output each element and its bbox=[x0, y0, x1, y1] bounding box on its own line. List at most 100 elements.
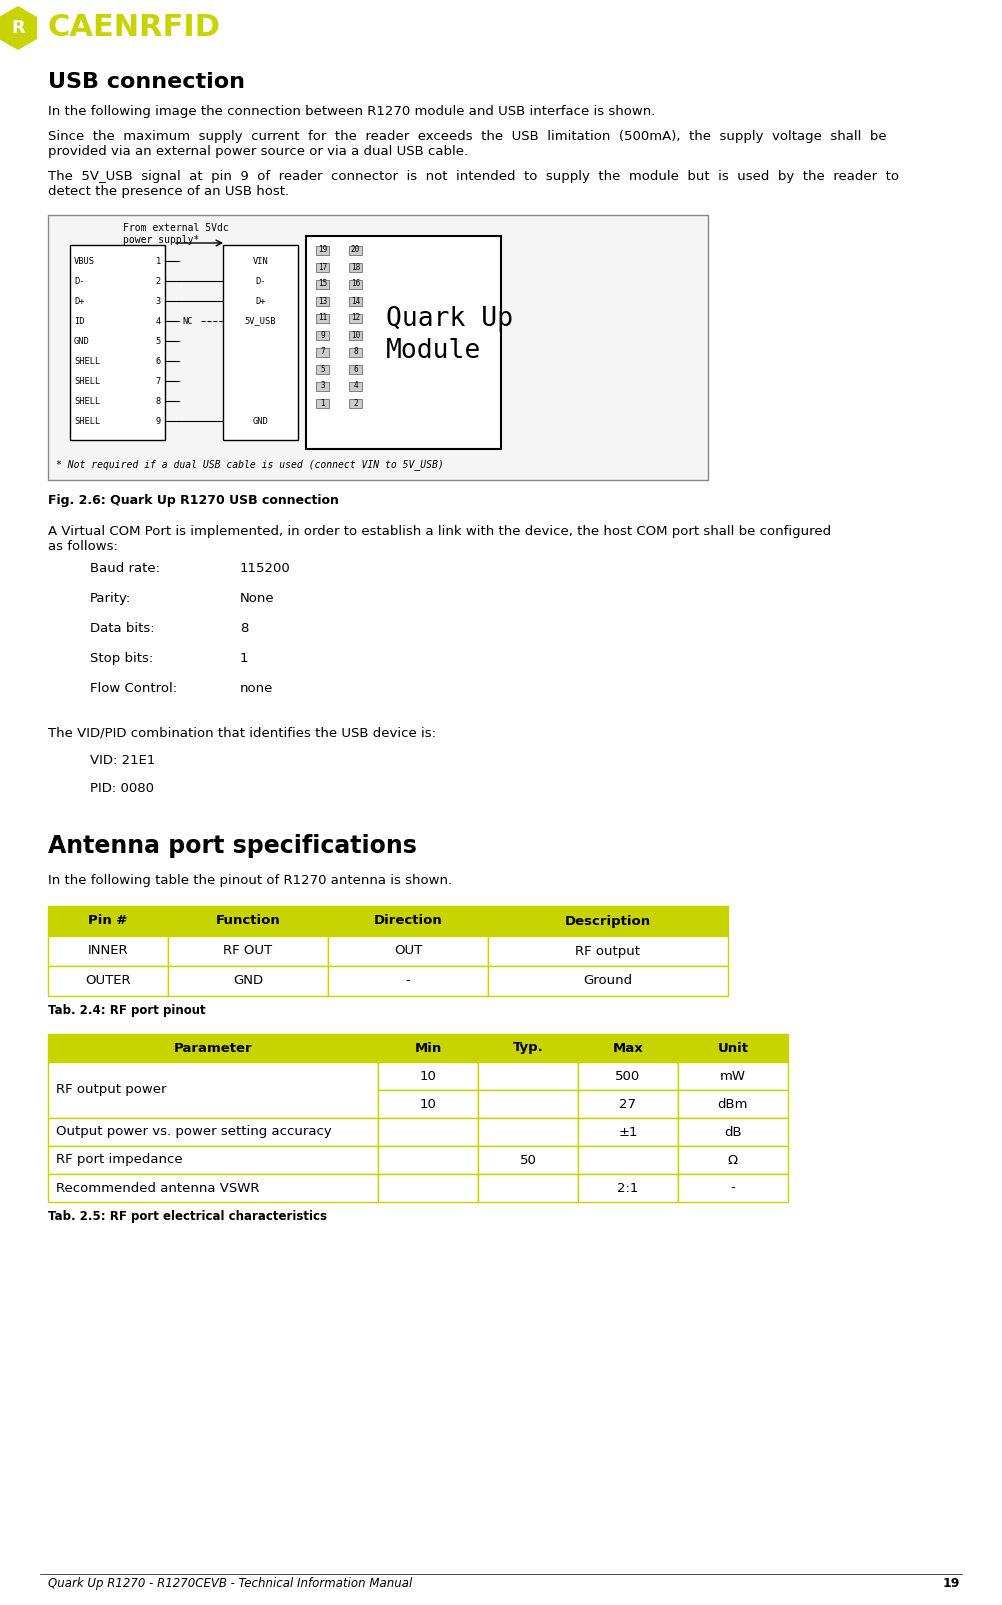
Text: Data bits:: Data bits: bbox=[90, 623, 154, 636]
Text: Direction: Direction bbox=[374, 915, 442, 928]
Text: Parameter: Parameter bbox=[173, 1042, 253, 1054]
Text: 5: 5 bbox=[155, 337, 161, 345]
Bar bbox=[678, 1090, 788, 1119]
Bar bbox=[478, 1034, 578, 1063]
Text: 17: 17 bbox=[318, 263, 327, 271]
Text: In the following image the connection between R1270 module and USB interface is : In the following image the connection be… bbox=[48, 104, 655, 119]
Bar bbox=[488, 905, 728, 936]
Bar bbox=[349, 348, 362, 356]
Bar bbox=[349, 331, 362, 340]
Text: 6: 6 bbox=[353, 364, 358, 374]
Bar bbox=[488, 966, 728, 997]
Text: OUT: OUT bbox=[394, 944, 422, 958]
Text: 7: 7 bbox=[321, 348, 325, 356]
Text: 11: 11 bbox=[318, 313, 327, 323]
Text: 2:1: 2:1 bbox=[617, 1181, 638, 1194]
Bar bbox=[478, 1063, 578, 1090]
Text: SHELL: SHELL bbox=[74, 356, 100, 366]
Text: 10: 10 bbox=[420, 1069, 437, 1082]
Bar bbox=[223, 246, 298, 440]
Bar bbox=[70, 246, 165, 440]
Bar bbox=[378, 1119, 478, 1146]
Text: dB: dB bbox=[724, 1125, 741, 1138]
Text: Flow Control:: Flow Control: bbox=[90, 682, 177, 695]
Text: Max: Max bbox=[612, 1042, 643, 1054]
Bar bbox=[48, 1063, 378, 1119]
Text: D+: D+ bbox=[74, 297, 84, 305]
Text: Pin #: Pin # bbox=[88, 915, 127, 928]
Text: Output power vs. power setting accuracy: Output power vs. power setting accuracy bbox=[56, 1125, 332, 1138]
Text: Parity:: Parity: bbox=[90, 592, 131, 605]
Text: Tab. 2.4: RF port pinout: Tab. 2.4: RF port pinout bbox=[48, 1005, 205, 1018]
Text: 12: 12 bbox=[351, 313, 360, 323]
Bar bbox=[349, 382, 362, 390]
Text: SHELL: SHELL bbox=[74, 396, 100, 406]
Text: D+: D+ bbox=[256, 297, 266, 305]
Text: 18: 18 bbox=[351, 263, 360, 271]
Text: 8: 8 bbox=[353, 348, 358, 356]
Text: ±1: ±1 bbox=[618, 1125, 637, 1138]
Text: ID: ID bbox=[74, 316, 84, 326]
Text: A Virtual COM Port is implemented, in order to establish a link with the device,: A Virtual COM Port is implemented, in or… bbox=[48, 525, 831, 554]
Bar bbox=[578, 1119, 678, 1146]
Bar bbox=[478, 1090, 578, 1119]
Text: Description: Description bbox=[565, 915, 651, 928]
Text: Min: Min bbox=[415, 1042, 442, 1054]
Text: 5: 5 bbox=[321, 364, 325, 374]
Text: 14: 14 bbox=[351, 297, 360, 305]
Bar bbox=[316, 263, 329, 271]
Text: Quark Up R1270 - R1270CEVB - Technical Information Manual: Quark Up R1270 - R1270CEVB - Technical I… bbox=[48, 1578, 412, 1591]
Bar bbox=[316, 348, 329, 356]
Bar bbox=[48, 936, 168, 966]
Bar bbox=[349, 246, 362, 255]
Text: 2: 2 bbox=[353, 398, 358, 408]
Text: GND: GND bbox=[74, 337, 90, 345]
Bar bbox=[378, 1173, 478, 1202]
Text: RF output power: RF output power bbox=[56, 1083, 166, 1096]
Text: dBm: dBm bbox=[717, 1098, 748, 1111]
Text: none: none bbox=[240, 682, 274, 695]
Text: 19: 19 bbox=[318, 246, 327, 255]
Text: CAENRFID: CAENRFID bbox=[48, 13, 221, 42]
Text: 6: 6 bbox=[155, 356, 161, 366]
Text: Fig. 2.6: Quark Up R1270 USB connection: Fig. 2.6: Quark Up R1270 USB connection bbox=[48, 494, 339, 507]
Bar bbox=[48, 215, 708, 480]
Bar bbox=[328, 966, 488, 997]
Text: PID: 0080: PID: 0080 bbox=[90, 782, 154, 794]
Text: SHELL: SHELL bbox=[74, 377, 100, 385]
Text: GND: GND bbox=[253, 417, 269, 425]
Bar bbox=[316, 297, 329, 305]
Bar bbox=[478, 1119, 578, 1146]
Text: Stop bits:: Stop bits: bbox=[90, 652, 153, 664]
Bar bbox=[306, 236, 501, 449]
Text: mW: mW bbox=[720, 1069, 746, 1082]
Text: Antenna port specifications: Antenna port specifications bbox=[48, 835, 417, 859]
Text: From external 5Vdc
power supply*: From external 5Vdc power supply* bbox=[123, 223, 228, 244]
Bar bbox=[378, 1034, 478, 1063]
Text: Ground: Ground bbox=[583, 974, 632, 987]
Bar bbox=[168, 936, 328, 966]
Text: R: R bbox=[11, 19, 25, 37]
Bar bbox=[478, 1173, 578, 1202]
Text: Tab. 2.5: RF port electrical characteristics: Tab. 2.5: RF port electrical characteris… bbox=[48, 1210, 327, 1223]
Text: 115200: 115200 bbox=[240, 562, 291, 575]
Text: 500: 500 bbox=[615, 1069, 640, 1082]
Text: 3: 3 bbox=[155, 297, 161, 305]
Bar bbox=[316, 313, 329, 323]
Bar bbox=[349, 398, 362, 408]
Text: 2: 2 bbox=[155, 276, 161, 286]
Bar bbox=[578, 1063, 678, 1090]
Bar bbox=[678, 1063, 788, 1090]
Text: D-: D- bbox=[74, 276, 84, 286]
Bar bbox=[316, 331, 329, 340]
Bar bbox=[678, 1034, 788, 1063]
Text: GND: GND bbox=[232, 974, 264, 987]
Text: 1: 1 bbox=[155, 257, 161, 265]
Bar bbox=[578, 1090, 678, 1119]
Text: 8: 8 bbox=[155, 396, 161, 406]
Bar bbox=[378, 1063, 478, 1090]
Text: RF output: RF output bbox=[575, 944, 640, 958]
Bar bbox=[349, 297, 362, 305]
Text: Typ.: Typ. bbox=[513, 1042, 543, 1054]
Text: SHELL: SHELL bbox=[74, 417, 100, 425]
